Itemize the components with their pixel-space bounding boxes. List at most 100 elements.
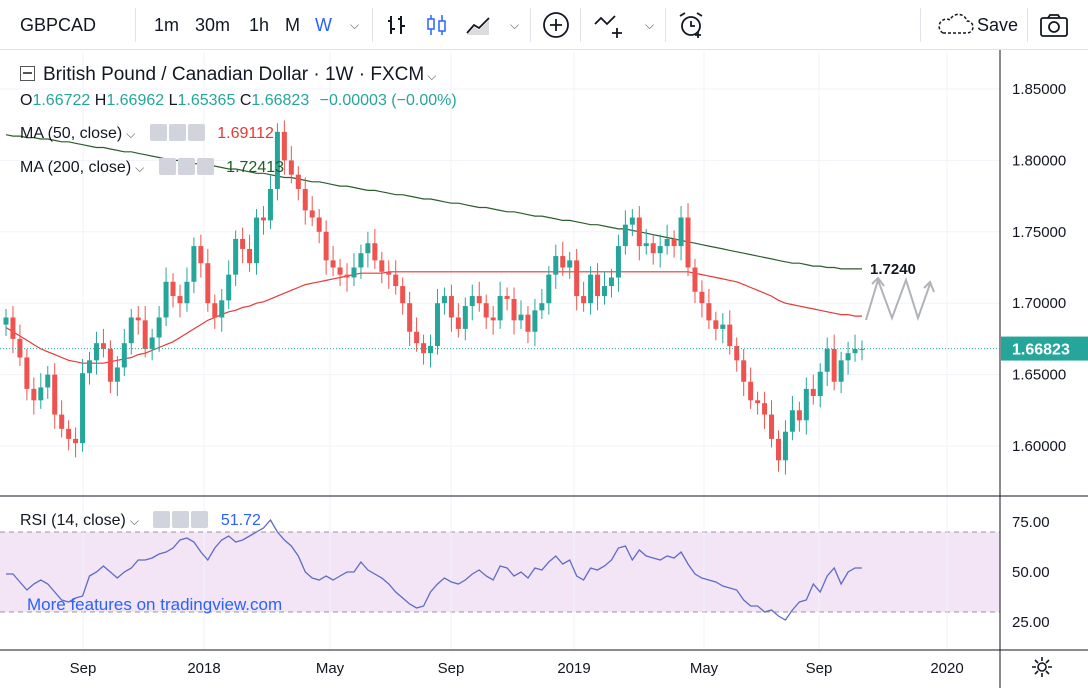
candle-body: [198, 246, 204, 264]
chart-title[interactable]: British Pound / Canadian Dollar · 1W · F…: [20, 64, 436, 86]
candle-body: [615, 246, 621, 278]
candle-body: [358, 253, 364, 268]
candle-body: [831, 348, 837, 382]
compare-button[interactable]: [593, 0, 627, 50]
candle-body: [281, 131, 287, 161]
close-icon[interactable]: [191, 511, 209, 528]
low-value: 1.65365: [177, 92, 236, 109]
toolbar-divider: [372, 8, 373, 42]
rsi-line: [6, 518, 862, 621]
candle-body: [100, 343, 106, 349]
eye-icon[interactable]: [153, 511, 171, 528]
interval-1h-button[interactable]: 1h: [249, 0, 269, 50]
alert-button[interactable]: [676, 0, 706, 50]
candle-body: [330, 260, 336, 268]
tradingview-link[interactable]: More features on tradingview.com: [27, 595, 282, 615]
x-tick-label: Sep: [806, 660, 833, 677]
y-tick-label: 1.70000: [1012, 295, 1066, 312]
candle-body: [734, 346, 740, 361]
candle-body: [142, 320, 148, 349]
candle-body: [636, 217, 642, 247]
chevron-down-icon: ⌵: [350, 17, 360, 32]
collapse-icon[interactable]: [20, 66, 35, 81]
candle-body: [567, 260, 573, 268]
rsi-value: 51.72: [220, 512, 261, 529]
candle-body: [365, 243, 371, 254]
candle-body: [525, 314, 531, 332]
add-indicator-button[interactable]: [541, 0, 571, 50]
rsi-label: RSI (14, close): [20, 512, 126, 529]
candle-body: [448, 296, 454, 318]
area-style-button[interactable]: [465, 0, 493, 50]
candle-body: [824, 348, 830, 372]
chevron-down-icon: ⌵: [510, 17, 520, 32]
candle-body: [17, 338, 23, 358]
candle-body: [574, 260, 580, 297]
candle-body: [414, 331, 420, 344]
snapshot-button[interactable]: [1038, 0, 1070, 50]
interval-month-button[interactable]: M: [285, 0, 300, 50]
ma200-legend[interactable]: MA (200, close) ⌵ 1.72413: [20, 158, 284, 177]
eye-icon[interactable]: [158, 158, 176, 175]
bar-style-button[interactable]: [386, 0, 408, 50]
toolbar-divider: [1027, 8, 1028, 42]
eye-icon[interactable]: [149, 124, 167, 141]
candle-body: [163, 281, 169, 318]
candle-body: [595, 274, 601, 297]
candle-body: [476, 296, 482, 304]
y-tick-label: 1.80000: [1012, 152, 1066, 169]
close-label: C: [239, 92, 252, 109]
settings-button[interactable]: [1030, 655, 1054, 684]
candle-body: [789, 410, 795, 432]
candle-body: [87, 360, 93, 374]
candle-body: [497, 296, 503, 321]
interval-30m-button[interactable]: 30m: [195, 0, 230, 50]
candle-body: [93, 343, 99, 361]
interval-week-button[interactable]: W: [315, 0, 332, 50]
candle-body: [73, 438, 79, 444]
camera-icon: [1040, 14, 1068, 37]
candle-body: [490, 317, 496, 321]
open-value: 1.66722: [32, 92, 91, 109]
close-icon[interactable]: [187, 124, 205, 141]
candle-body: [107, 348, 113, 382]
candle-style-button[interactable]: [425, 0, 449, 50]
candle-body: [407, 303, 413, 332]
candle-body: [629, 217, 635, 225]
candle-body: [434, 303, 440, 347]
candle-body: [685, 217, 691, 268]
y-tick-label: 1.65000: [1012, 367, 1066, 384]
candle-body: [518, 314, 524, 321]
compare-dropdown[interactable]: ⌵: [645, 0, 654, 50]
low-label: L: [168, 92, 178, 109]
candle-body: [469, 296, 475, 307]
close-icon[interactable]: [196, 158, 214, 175]
plus-circle-icon: [543, 12, 569, 38]
interval-dropdown-button[interactable]: ⌵: [350, 0, 359, 50]
chart-style-dropdown[interactable]: ⌵: [510, 0, 519, 50]
candle-body: [386, 271, 392, 275]
ma50-value: 1.69112: [217, 125, 274, 142]
candle-body: [678, 217, 684, 247]
candle-body: [170, 281, 176, 297]
candle-body: [212, 303, 218, 318]
candle-body: [720, 324, 726, 329]
ma50-legend[interactable]: MA (50, close) ⌵ 1.69112: [20, 124, 274, 143]
gear-icon[interactable]: [177, 158, 195, 175]
candle-body: [156, 317, 162, 338]
gear-icon[interactable]: [168, 124, 186, 141]
symbol-search[interactable]: GBPCAD: [20, 0, 96, 50]
gear-icon[interactable]: [172, 511, 190, 528]
toolbar-divider: [135, 8, 136, 42]
rsi-legend[interactable]: RSI (14, close) ⌵ 51.72: [20, 511, 261, 530]
save-button[interactable]: Save: [935, 0, 1018, 50]
x-tick-label: 2018: [187, 660, 220, 677]
candle-body: [664, 238, 670, 247]
candle-body: [59, 414, 65, 429]
candle-body: [762, 403, 768, 415]
candle-body: [121, 343, 127, 368]
candle-body: [31, 388, 37, 401]
ma200-label: MA (200, close): [20, 159, 132, 176]
interval-1m-button[interactable]: 1m: [154, 0, 179, 50]
